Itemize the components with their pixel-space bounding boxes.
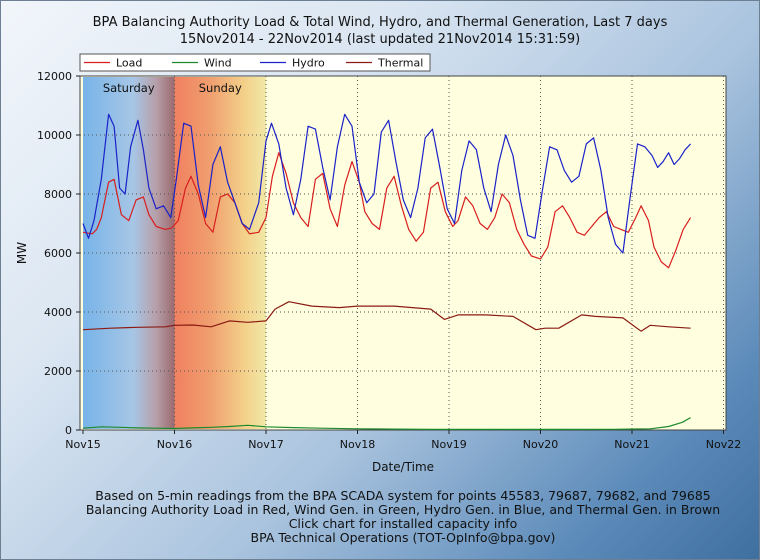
y-tick-label-6000: 6000 (44, 247, 72, 260)
legend-box (79, 53, 431, 72)
y-axis-label: MW (15, 242, 29, 264)
y-tick-label-2000: 2000 (44, 365, 72, 378)
x-axis-label: Date/Time (372, 460, 434, 474)
x-tick-label-nov16: Nov16 (157, 438, 192, 451)
chart-legend: Load Wind Hydro Thermal (79, 53, 431, 72)
x-tick-label-nov15: Nov15 (65, 438, 100, 451)
y-tick-label-10000: 10000 (37, 129, 72, 142)
series-line-hydro (82, 113, 692, 254)
footer-line-2: Balancing Authority Load in Red, Wind Ge… (86, 502, 720, 517)
x-tick-label-nov22: Nov22 (706, 438, 741, 451)
series-line-wind (82, 417, 691, 430)
day-label-saturday: Saturday (103, 81, 155, 95)
footer-line-1: Based on 5-min readings from the BPA SCA… (95, 488, 710, 503)
legend-label-hydro: Hydro (292, 57, 325, 70)
legend-label-load: Load (116, 57, 142, 70)
x-tick-label-nov21: Nov21 (614, 438, 649, 451)
footer-line-4[interactable]: BPA Technical Operations (TOT-OpInfo@bpa… (251, 530, 556, 545)
chart-title: BPA Balancing Authority Load & Total Win… (93, 15, 668, 30)
chart-subtitle: 15Nov2014 - 22Nov2014 (last updated 21No… (180, 32, 581, 47)
legend-label-thermal: Thermal (377, 57, 423, 70)
x-tick-label-nov18: Nov18 (340, 438, 375, 451)
y-tick-label-8000: 8000 (44, 188, 72, 201)
x-tick-label-nov19: Nov19 (431, 438, 466, 451)
x-tick-label-nov17: Nov17 (248, 438, 283, 451)
legend-label-wind: Wind (204, 57, 232, 70)
y-tick-label-12000: 12000 (37, 70, 72, 83)
footer-line-3[interactable]: Click chart for installed capacity info (289, 516, 518, 531)
day-label-sunday: Sunday (199, 81, 242, 95)
series-line-load (82, 152, 692, 269)
series-line-thermal (82, 301, 691, 332)
x-tick-label-nov20: Nov20 (523, 438, 558, 451)
y-tick-label-4000: 4000 (44, 306, 72, 319)
y-tick-label-0: 0 (65, 424, 72, 437)
